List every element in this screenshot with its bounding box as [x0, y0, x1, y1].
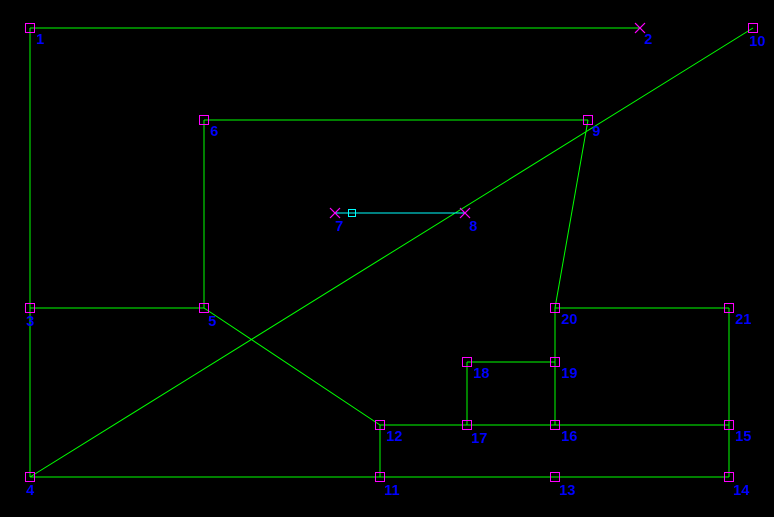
node-10[interactable]: [748, 23, 758, 33]
edge-9-20: [555, 120, 588, 308]
edge-layer: [0, 0, 774, 517]
node-5[interactable]: [199, 303, 209, 313]
node-15[interactable]: [724, 420, 734, 430]
node-18[interactable]: [462, 357, 472, 367]
node-2[interactable]: [634, 22, 646, 34]
node-19[interactable]: [550, 357, 560, 367]
node-label-14: 14: [733, 483, 749, 499]
node-4[interactable]: [25, 472, 35, 482]
node-label-6: 6: [210, 124, 218, 140]
node-3[interactable]: [25, 303, 35, 313]
node-label-16: 16: [561, 429, 577, 445]
node-label-11: 11: [384, 483, 400, 499]
diagram-canvas: 123456789101112131415161718192021: [0, 0, 774, 517]
node-label-12: 12: [386, 429, 402, 445]
edge-4-10: [30, 28, 753, 477]
node-label-19: 19: [561, 366, 577, 382]
node-label-15: 15: [735, 429, 751, 445]
edge-5-12: [204, 308, 380, 425]
node-label-7: 7: [335, 219, 343, 235]
cyan-anchor[interactable]: [348, 209, 356, 217]
node-label-18: 18: [473, 366, 489, 382]
node-6[interactable]: [199, 115, 209, 125]
node-17[interactable]: [462, 420, 472, 430]
node-20[interactable]: [550, 303, 560, 313]
node-label-21: 21: [735, 312, 751, 328]
node-label-2: 2: [644, 32, 652, 48]
node-label-5: 5: [208, 314, 216, 330]
node-14[interactable]: [724, 472, 734, 482]
node-7[interactable]: [329, 207, 341, 219]
node-12[interactable]: [375, 420, 385, 430]
node-13[interactable]: [550, 472, 560, 482]
node-label-8: 8: [469, 219, 477, 235]
node-11[interactable]: [375, 472, 385, 482]
node-label-17: 17: [471, 431, 487, 447]
node-label-9: 9: [592, 124, 600, 140]
node-label-3: 3: [26, 314, 34, 330]
node-label-13: 13: [559, 483, 575, 499]
node-21[interactable]: [724, 303, 734, 313]
node-label-20: 20: [561, 312, 577, 328]
node-label-10: 10: [749, 34, 765, 50]
node-9[interactable]: [583, 115, 593, 125]
node-label-1: 1: [36, 32, 44, 48]
node-1[interactable]: [25, 23, 35, 33]
node-label-4: 4: [26, 483, 34, 499]
node-8[interactable]: [459, 207, 471, 219]
node-16[interactable]: [550, 420, 560, 430]
